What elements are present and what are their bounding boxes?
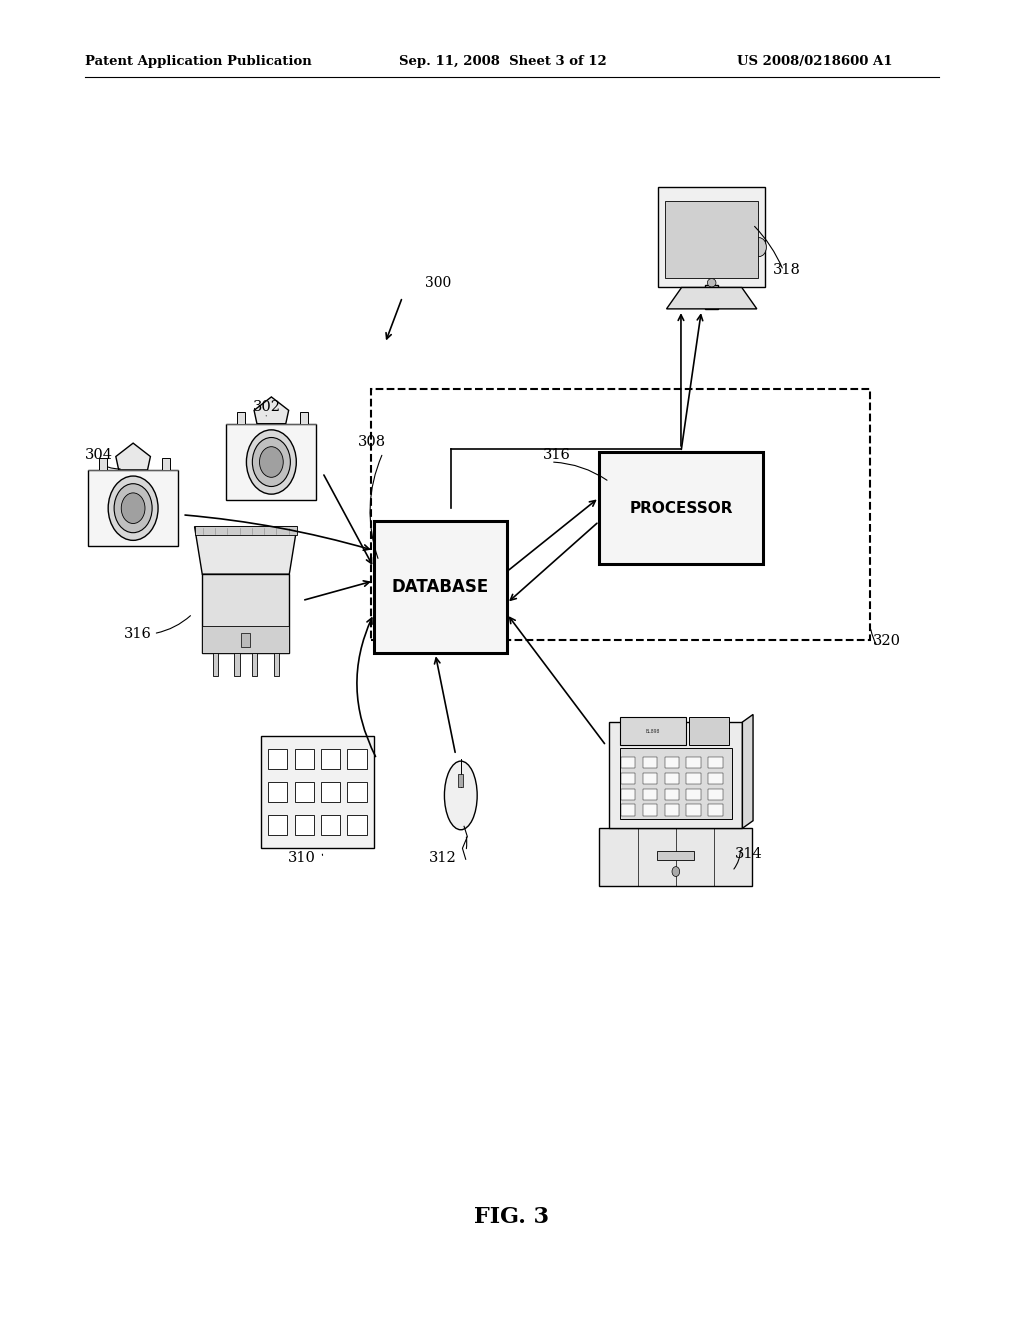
- Bar: [268, 781, 288, 803]
- Bar: [621, 804, 635, 816]
- Bar: [657, 186, 765, 288]
- Circle shape: [121, 492, 145, 524]
- Text: Patent Application Publication: Patent Application Publication: [85, 55, 311, 69]
- Text: FIG. 3: FIG. 3: [474, 1206, 550, 1228]
- Text: BL898: BL898: [646, 730, 660, 734]
- Bar: [686, 772, 701, 784]
- Bar: [268, 748, 288, 770]
- Bar: [665, 804, 679, 816]
- Bar: [300, 412, 308, 424]
- Text: 316: 316: [124, 627, 152, 640]
- Text: 312: 312: [428, 850, 457, 865]
- Bar: [202, 626, 289, 653]
- Polygon shape: [742, 714, 753, 829]
- Bar: [686, 756, 701, 768]
- Text: 308: 308: [358, 434, 386, 449]
- Bar: [665, 756, 679, 768]
- Bar: [643, 756, 657, 768]
- Bar: [643, 772, 657, 784]
- Text: 316: 316: [543, 447, 570, 462]
- Bar: [709, 772, 723, 784]
- Bar: [202, 574, 289, 653]
- Ellipse shape: [708, 279, 716, 286]
- Bar: [620, 718, 686, 744]
- Polygon shape: [254, 397, 289, 424]
- Text: 320: 320: [872, 634, 900, 648]
- Polygon shape: [195, 527, 297, 574]
- Bar: [234, 653, 240, 676]
- Bar: [666, 201, 758, 279]
- Bar: [458, 774, 464, 787]
- Bar: [295, 748, 313, 770]
- Bar: [621, 756, 635, 768]
- Bar: [268, 814, 288, 836]
- Circle shape: [252, 437, 291, 487]
- Bar: [273, 653, 279, 676]
- Bar: [347, 748, 367, 770]
- Bar: [689, 718, 729, 744]
- Bar: [621, 788, 635, 800]
- Ellipse shape: [444, 762, 477, 830]
- Text: 300: 300: [425, 276, 452, 290]
- Text: 304: 304: [85, 447, 113, 462]
- Bar: [599, 451, 763, 565]
- Bar: [238, 412, 245, 424]
- Bar: [686, 804, 701, 816]
- Circle shape: [247, 430, 296, 494]
- Bar: [599, 829, 753, 886]
- Text: PROCESSOR: PROCESSOR: [629, 500, 733, 516]
- Bar: [706, 285, 718, 309]
- Bar: [665, 772, 679, 784]
- Bar: [99, 458, 106, 470]
- Circle shape: [672, 867, 680, 876]
- Bar: [686, 788, 701, 800]
- Bar: [226, 424, 316, 500]
- Bar: [295, 814, 313, 836]
- Bar: [322, 781, 340, 803]
- Bar: [252, 653, 257, 676]
- Bar: [347, 814, 367, 836]
- Bar: [242, 632, 250, 647]
- Text: 310: 310: [288, 850, 316, 865]
- Bar: [295, 781, 313, 803]
- Bar: [665, 788, 679, 800]
- Text: US 2008/0218600 A1: US 2008/0218600 A1: [737, 55, 893, 69]
- Circle shape: [752, 238, 766, 256]
- Bar: [374, 521, 507, 653]
- Bar: [709, 804, 723, 816]
- Bar: [322, 814, 340, 836]
- Bar: [371, 389, 870, 640]
- Bar: [195, 525, 297, 535]
- Bar: [261, 737, 374, 847]
- Text: DATABASE: DATABASE: [392, 578, 488, 597]
- Bar: [322, 748, 340, 770]
- Bar: [621, 772, 635, 784]
- Polygon shape: [667, 288, 757, 309]
- Circle shape: [114, 483, 153, 533]
- Text: 314: 314: [735, 846, 763, 861]
- Bar: [162, 458, 170, 470]
- Bar: [709, 788, 723, 800]
- Text: 302: 302: [253, 400, 281, 414]
- Bar: [347, 781, 367, 803]
- Text: Sep. 11, 2008  Sheet 3 of 12: Sep. 11, 2008 Sheet 3 of 12: [399, 55, 607, 69]
- Bar: [213, 653, 218, 676]
- Polygon shape: [116, 444, 151, 470]
- Circle shape: [259, 446, 284, 478]
- Bar: [709, 756, 723, 768]
- Text: 318: 318: [773, 263, 801, 277]
- Circle shape: [109, 477, 158, 540]
- Bar: [88, 470, 178, 546]
- Bar: [609, 722, 742, 829]
- Bar: [620, 748, 732, 820]
- Bar: [657, 851, 694, 861]
- Bar: [643, 804, 657, 816]
- Bar: [643, 788, 657, 800]
